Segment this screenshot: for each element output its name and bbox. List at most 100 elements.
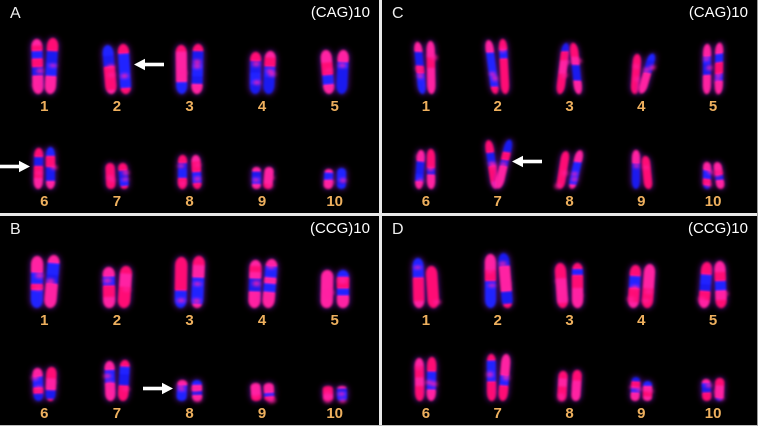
chromosome-group: 10: [679, 377, 747, 423]
fluorescence-spot: [424, 51, 438, 60]
chromosome-pair: [550, 149, 585, 192]
chromosome-group: 7: [464, 139, 542, 211]
fluorescence-spot: [335, 175, 350, 185]
fluorescence-spot: [188, 61, 206, 71]
chromosome: [261, 166, 278, 193]
probe-label: (CAG)10: [310, 4, 370, 21]
fluorescence-spot: [622, 292, 640, 305]
fluorescence-spot: [694, 296, 712, 306]
chromosome-group: 3: [155, 43, 224, 116]
chromosome-pair: [693, 260, 733, 308]
chromosome: [409, 257, 427, 308]
fluorescence-spot: [422, 377, 437, 388]
chromosome-group: 6: [392, 148, 460, 211]
chromosome-pair: [483, 139, 542, 190]
chromosome-pair: [98, 265, 135, 308]
fluorescence-spot: [248, 176, 263, 185]
fluorescence-spot: [493, 257, 511, 268]
chromosome: [493, 252, 515, 308]
chromosome-pair: [101, 43, 164, 94]
chromosome: [190, 154, 205, 190]
fluorescence-spot: [102, 68, 120, 81]
chromosome: [424, 40, 442, 94]
fluorescence-spot: [99, 370, 115, 382]
fluorescence-spot: [31, 169, 46, 178]
chromosome-number: 3: [185, 311, 194, 329]
chromosome-number: 1: [421, 97, 431, 115]
chromosome-number: 10: [326, 405, 344, 422]
chromosome-group: 7: [82, 162, 151, 211]
chromosome-pair: [413, 148, 438, 190]
chromosome: [247, 51, 265, 94]
fluorescence-spot: [642, 386, 657, 395]
chromosome: [495, 38, 510, 94]
panel-label: C: [392, 5, 405, 22]
fluorescence-spot: [190, 173, 205, 185]
chromosome: [571, 262, 588, 308]
chromosome: [554, 370, 569, 405]
chromosome: [335, 167, 350, 190]
panel-label: D: [392, 221, 405, 238]
chromosome-number: 2: [112, 97, 122, 115]
fluorescence-spot: [247, 389, 264, 401]
fluorescence-spot: [482, 368, 497, 380]
fluorescence-spot: [41, 274, 60, 287]
fluorescence-spot: [333, 60, 351, 71]
chromosome-pair: [248, 166, 278, 193]
chromosome-number: 7: [112, 193, 122, 210]
chromosome-pair: [622, 263, 657, 308]
fluorescence-spot: [317, 287, 335, 300]
chromosome-pair: [409, 257, 446, 308]
fluorescence-spot: [485, 69, 500, 78]
chromosome-number: 4: [637, 311, 646, 329]
chromosome-pair: [555, 42, 586, 94]
fluorescence-spot: [481, 265, 498, 276]
chromosome-group: 4: [607, 263, 675, 330]
arrow-icon: [142, 382, 173, 395]
fluorescence-spot: [102, 60, 120, 72]
chromosome: [492, 139, 514, 189]
chromosome-group: 2: [464, 252, 532, 330]
fluorescence-spot: [710, 169, 725, 180]
fluorescence-spot: [190, 161, 205, 170]
chromosome-number: 2: [493, 97, 502, 115]
probe-label: (CAG)10: [688, 4, 748, 21]
fluorescence-spot: [554, 292, 572, 305]
chromosome: [422, 356, 442, 402]
fluorescence-spot: [644, 61, 661, 73]
fluorescence-spot: [334, 53, 351, 62]
chromosome-pair: [412, 356, 442, 402]
fluorescence-spot: [104, 176, 120, 185]
chromosome-pair: [174, 43, 206, 94]
fluorescence-spot: [629, 161, 643, 170]
fluorescence-spot: [412, 63, 426, 75]
chromosome-group: 6: [392, 356, 460, 423]
fluorescence-spot: [173, 381, 189, 391]
chromosome-number: 8: [185, 193, 194, 210]
chromosome: [247, 382, 264, 402]
chromosome-pair: [700, 41, 725, 95]
fluorescence-spot: [483, 281, 500, 289]
chromosome-pair: [245, 258, 280, 308]
fluorescence-spot: [497, 277, 515, 290]
chromosome-pair: [625, 376, 657, 402]
fluorescence-spot: [428, 51, 442, 63]
chromosome: [101, 44, 120, 94]
chromosome-rows: 1 2 3 4 5 6 7 8 9 10: [8, 220, 371, 423]
chromosome-number: 4: [257, 97, 267, 115]
chromosome-number: 3: [565, 97, 574, 115]
chromosome: [332, 269, 352, 308]
chromosome-pair: [317, 269, 352, 308]
chromosome: [426, 265, 446, 308]
fluorescence-spot: [263, 172, 278, 183]
chromosome: [701, 378, 717, 402]
chromosome-pair: [551, 262, 588, 308]
chromosome-number: 1: [40, 311, 49, 329]
fluorescence-spot: [483, 158, 498, 168]
chromosome-group: 5: [300, 269, 369, 330]
chromosome: [625, 376, 646, 402]
fluorescence-spot: [245, 296, 264, 306]
chromosome-row: 6 7 8 9 10: [8, 330, 371, 424]
chromosome-pair: [99, 359, 134, 402]
fluorescence-spot: [323, 176, 338, 188]
